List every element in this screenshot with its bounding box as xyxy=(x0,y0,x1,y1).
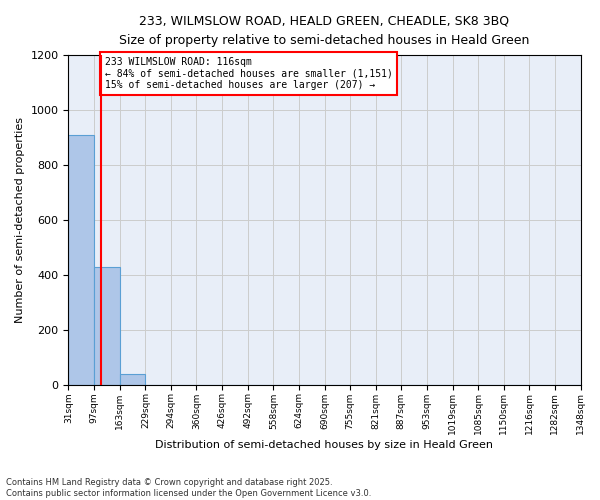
Y-axis label: Number of semi-detached properties: Number of semi-detached properties xyxy=(15,117,25,323)
X-axis label: Distribution of semi-detached houses by size in Heald Green: Distribution of semi-detached houses by … xyxy=(155,440,493,450)
Text: Contains HM Land Registry data © Crown copyright and database right 2025.
Contai: Contains HM Land Registry data © Crown c… xyxy=(6,478,371,498)
Title: 233, WILMSLOW ROAD, HEALD GREEN, CHEADLE, SK8 3BQ
Size of property relative to s: 233, WILMSLOW ROAD, HEALD GREEN, CHEADLE… xyxy=(119,15,530,47)
Bar xyxy=(94,266,120,384)
Text: 233 WILMSLOW ROAD: 116sqm
← 84% of semi-detached houses are smaller (1,151)
15% : 233 WILMSLOW ROAD: 116sqm ← 84% of semi-… xyxy=(104,57,392,90)
Bar xyxy=(120,374,145,384)
Bar xyxy=(68,135,94,384)
